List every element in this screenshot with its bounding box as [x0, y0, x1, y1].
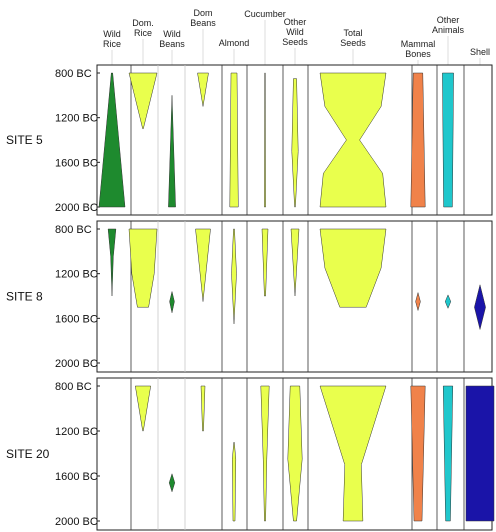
tick-label: 1600 BC: [55, 313, 98, 325]
tick-label: 1600 BC: [55, 471, 98, 483]
panel-site-8: 800 BC 1200 BC 1600 BC 2000 BC SITE 8: [6, 220, 493, 373]
ship-total-seeds: [319, 228, 387, 308]
site-label: SITE 20: [6, 447, 50, 461]
site-label: SITE 8: [6, 290, 43, 304]
panel-site-20: 800 BC 1200 BC 1600 BC 2000 BC SITE 20: [6, 377, 495, 531]
tick-label: 800 BC: [55, 224, 92, 236]
panel-site-5: 800 BC 1200 BC 1600 BC 2000 BC SITE 5: [6, 64, 493, 216]
column-label-other-animals: Other: [437, 15, 460, 25]
ship-wild-beans: [169, 291, 175, 313]
ship-mammal-bones: [415, 291, 421, 312]
ship-wild-rice: [107, 228, 117, 297]
ship-dom-rice: [135, 385, 151, 432]
column-label-wild-rice: Wild: [103, 29, 121, 39]
ship-other-animals: [442, 385, 454, 522]
ship-other-animals: [444, 294, 452, 309]
tick-label: 2000 BC: [55, 358, 98, 370]
tick-label: 1200 BC: [55, 113, 98, 125]
column-label-almond: Almond: [219, 38, 250, 48]
column-label-dom-beans: Dom: [193, 8, 212, 18]
tick-label: 2000 BC: [55, 516, 98, 528]
ship-wild-beans: [168, 472, 176, 493]
ship-cucumber: [260, 385, 270, 522]
ship-shell: [474, 284, 486, 330]
column-label-wild-rice: Rice: [103, 39, 121, 49]
tick-label: 1200 BC: [55, 426, 98, 438]
site-panels: 800 BC 1200 BC 1600 BC 2000 BC SITE 5 800 BC 1…: [6, 64, 495, 531]
ship-mammal-bones: [410, 72, 426, 208]
ship-other-animals: [442, 72, 454, 208]
column-label-cucumber: Cucumber: [244, 9, 286, 19]
ship-shell: [465, 385, 495, 522]
ship-almond: [231, 228, 237, 324]
ship-wild-rice: [98, 72, 126, 208]
ship-dom-beans: [200, 385, 206, 432]
column-label-other-animals: Animals: [432, 25, 465, 35]
column-label-dom-beans: Beans: [190, 18, 216, 28]
column-label-shell: Shell: [470, 47, 490, 57]
ship-cucumber: [264, 72, 266, 208]
column-label-other-wild-seeds: Other: [284, 17, 307, 27]
column-label-other-wild-seeds: Seeds: [282, 37, 308, 47]
site-label: SITE 5: [6, 133, 43, 147]
tick-label: 1600 BC: [55, 157, 98, 169]
column-label-total-seeds: Seeds: [340, 38, 366, 48]
column-label-wild-beans: Wild: [163, 29, 181, 39]
ship-dom-beans: [197, 72, 209, 107]
tick-label: 2000 BC: [55, 202, 98, 214]
ship-dom-beans: [195, 228, 211, 302]
column-label-total-seeds: Total: [343, 28, 362, 38]
column-label-wild-beans: Beans: [159, 39, 185, 49]
tick-label: 1200 BC: [55, 269, 98, 281]
ship-almond: [229, 72, 239, 208]
ship-cucumber: [261, 228, 269, 297]
ship-dom-rice: [128, 72, 158, 130]
column-label-dom-rice: Rice: [134, 28, 152, 38]
ship-dom-rice: [128, 228, 158, 308]
ship-total-seeds: [319, 72, 387, 208]
ship-almond: [232, 442, 237, 522]
column-label-dom-rice: Dom.: [132, 18, 154, 28]
ship-other-wild-seeds: [291, 78, 299, 208]
ship-other-wild-seeds: [290, 228, 300, 297]
ship-total-seeds: [319, 385, 387, 522]
tick-label: 800 BC: [55, 381, 92, 393]
column-label-mammal-bones: Bones: [405, 49, 431, 59]
column-label-other-wild-seeds: Wild: [286, 27, 304, 37]
column-label-mammal-bones: Mammal: [401, 39, 436, 49]
ship-mammal-bones: [410, 385, 426, 522]
ship-wild-beans: [168, 95, 176, 208]
tick-label: 800 BC: [55, 68, 92, 80]
ship-other-wild-seeds: [287, 385, 303, 522]
